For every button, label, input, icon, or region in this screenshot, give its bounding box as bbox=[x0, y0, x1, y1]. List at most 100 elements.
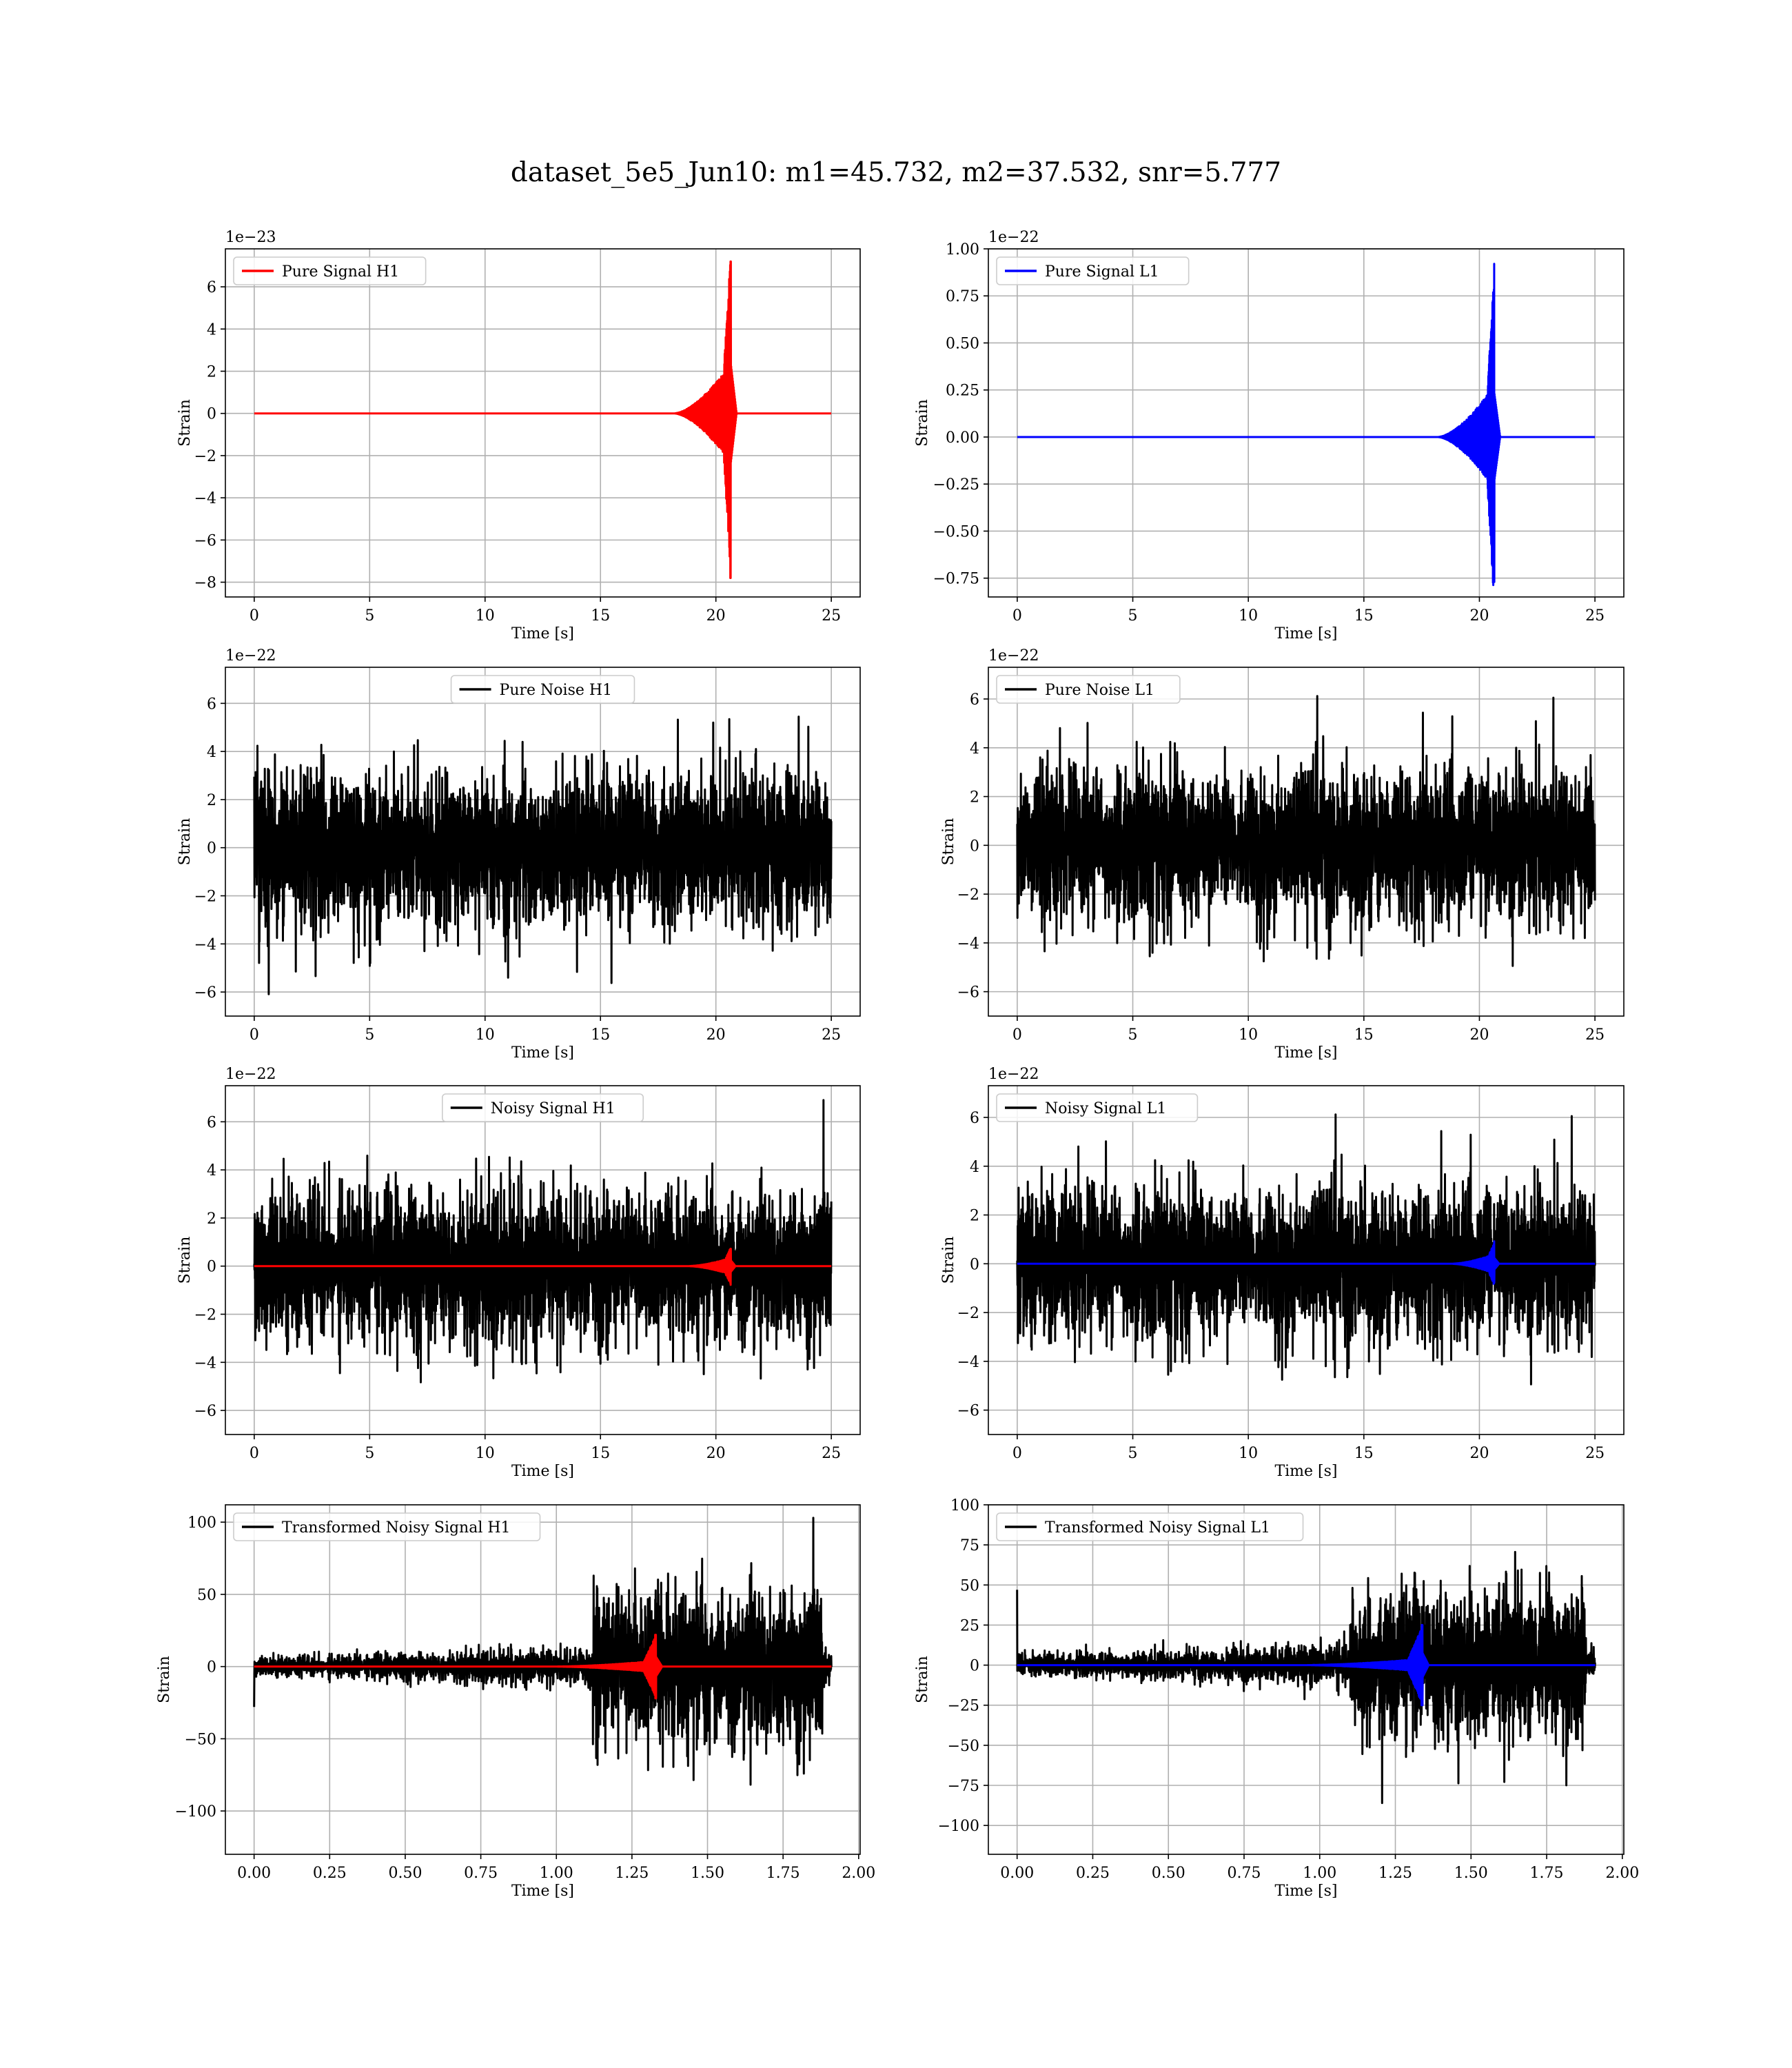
figure-title: dataset_5e5_Jun10: m1=45.732, m2=37.532,… bbox=[510, 157, 1282, 188]
legend: Pure Noise H1 bbox=[450, 675, 635, 704]
legend-box bbox=[996, 1512, 1304, 1541]
legend: Noisy Signal L1 bbox=[996, 1093, 1199, 1122]
signal-trace bbox=[253, 260, 833, 579]
x-tick-label: 25 bbox=[1585, 607, 1605, 625]
axes-frame bbox=[988, 248, 1625, 598]
x-axis-label: Time [s] bbox=[511, 1463, 574, 1480]
x-tick-label: 0 bbox=[250, 607, 259, 625]
y-tick-label: 0.25 bbox=[946, 383, 979, 400]
panel-2: 0 5 10 15 20 25 −0.75 −0.50 −0.25 0.00 0.25 0.50 0.7… bbox=[914, 229, 1625, 642]
legend-label: Noisy Signal L1 bbox=[1045, 1100, 1166, 1117]
x-tick-label: 0 bbox=[1012, 1026, 1022, 1044]
noise-trace bbox=[1016, 695, 1596, 967]
legend: Noisy Signal H1 bbox=[441, 1093, 644, 1122]
y-tick-label: −6 bbox=[194, 984, 216, 1002]
panel-7: 0.00 0.25 0.50 0.75 1.00 1.25 1.50 1.75 2.00 −100… bbox=[156, 1504, 875, 1900]
series-group bbox=[253, 716, 833, 995]
x-tick-label: 1.25 bbox=[615, 1865, 649, 1882]
y-tick-label: 50 bbox=[197, 1587, 216, 1604]
y-tick-label: 1.00 bbox=[946, 241, 979, 258]
y-tick-label: 75 bbox=[960, 1537, 979, 1554]
x-tick-label: 20 bbox=[706, 1026, 726, 1044]
y-tick-label: −0.75 bbox=[933, 571, 979, 588]
x-tick-label: 25 bbox=[822, 607, 841, 625]
x-tick-label: 0.75 bbox=[1228, 1865, 1261, 1882]
x-tick-label: 5 bbox=[1128, 1026, 1138, 1044]
y-tick-label: 4 bbox=[970, 1159, 979, 1176]
y-tick-label: 4 bbox=[207, 744, 216, 761]
y-tick-label: −0.25 bbox=[933, 476, 979, 494]
y-tick-label: 2 bbox=[970, 1208, 979, 1225]
x-axis-label: Time [s] bbox=[1274, 1883, 1337, 1900]
y-tick-label: 4 bbox=[207, 1162, 216, 1179]
y-axis-label: Strain bbox=[914, 1656, 931, 1703]
y-tick-label: −50 bbox=[948, 1738, 979, 1755]
y-axis-label: Strain bbox=[156, 1656, 173, 1703]
x-tick-label: 10 bbox=[476, 607, 495, 625]
legend-label: Pure Noise H1 bbox=[500, 682, 613, 699]
x-tick-label: 1.00 bbox=[1303, 1865, 1336, 1882]
series-group bbox=[1016, 1550, 1596, 1805]
signal-trace bbox=[253, 1248, 833, 1286]
x-tick-label: 0.00 bbox=[237, 1865, 271, 1882]
y-tick-label: 0 bbox=[970, 838, 979, 855]
x-tick-label: 0 bbox=[1012, 607, 1022, 625]
legend-label: Pure Noise L1 bbox=[1045, 682, 1154, 699]
axes-frame bbox=[988, 1085, 1625, 1435]
x-tick-label: 10 bbox=[1239, 1445, 1258, 1462]
y-axis-label: Strain bbox=[940, 818, 957, 866]
y-tick-label: 6 bbox=[207, 279, 216, 296]
x-tick-label: 0.75 bbox=[464, 1865, 498, 1882]
x-axis-label: Time [s] bbox=[511, 1044, 574, 1062]
x-tick-label: 5 bbox=[1128, 607, 1138, 625]
x-tick-label: 0.50 bbox=[1152, 1865, 1185, 1882]
y-tick-label: 0 bbox=[970, 1658, 979, 1675]
legend-box bbox=[996, 256, 1190, 285]
x-tick-label: 0 bbox=[250, 1026, 259, 1044]
legend: Transformed Noisy Signal L1 bbox=[996, 1512, 1304, 1541]
legend-box bbox=[233, 256, 427, 285]
y-tick-label: 4 bbox=[207, 321, 216, 338]
series-group bbox=[253, 1517, 833, 1786]
axes-frame bbox=[225, 1085, 861, 1435]
x-tick-label: 0.25 bbox=[313, 1865, 347, 1882]
x-tick-label: 15 bbox=[591, 1026, 610, 1044]
x-tick-label: 1.25 bbox=[1378, 1865, 1412, 1882]
y-tick-label: −4 bbox=[194, 936, 216, 953]
panel-4: 0 5 10 15 20 25 −6 −4 −2 0 2 4 6 Time [s] Strain 1e−22 P… bbox=[940, 647, 1625, 1062]
x-tick-label: 0 bbox=[250, 1445, 259, 1462]
y-tick-label: −100 bbox=[175, 1803, 216, 1821]
noise-trace bbox=[253, 1099, 833, 1383]
legend-label: Noisy Signal H1 bbox=[491, 1100, 615, 1117]
legend: Pure Signal L1 bbox=[996, 256, 1190, 285]
x-tick-label: 0 bbox=[1012, 1445, 1022, 1462]
noise-trace bbox=[1016, 1113, 1596, 1386]
series-group bbox=[1016, 695, 1596, 967]
series-group bbox=[253, 1099, 833, 1383]
axes-frame bbox=[988, 1504, 1625, 1855]
transformed-noise-trace bbox=[1016, 1550, 1596, 1805]
panel-5: 0 5 10 15 20 25 −6 −4 −2 0 2 4 6 Time [s] Strain 1e−22 N… bbox=[176, 1066, 861, 1480]
x-tick-label: 25 bbox=[1585, 1445, 1605, 1462]
offset-text: 1e−22 bbox=[988, 229, 1039, 246]
panel-6: 0 5 10 15 20 25 −6 −4 −2 0 2 4 6 Time [s] Strain 1e−22 N… bbox=[940, 1066, 1625, 1480]
legend-box bbox=[441, 1093, 644, 1122]
y-tick-label: 6 bbox=[970, 691, 979, 709]
signal-trace bbox=[1016, 1623, 1596, 1707]
y-tick-label: −100 bbox=[938, 1818, 979, 1835]
y-tick-label: 6 bbox=[207, 1114, 216, 1131]
y-tick-label: −6 bbox=[194, 1403, 216, 1420]
axes-frame bbox=[225, 667, 861, 1017]
x-tick-label: 1.75 bbox=[766, 1865, 800, 1882]
transformed-noise-trace bbox=[253, 1517, 833, 1786]
y-tick-label: 0 bbox=[207, 1259, 216, 1276]
y-tick-label: 0 bbox=[207, 406, 216, 423]
x-tick-label: 10 bbox=[1239, 607, 1258, 625]
y-tick-label: −2 bbox=[194, 1307, 216, 1324]
y-axis-label: Strain bbox=[176, 1237, 194, 1284]
y-axis-label: Strain bbox=[176, 399, 194, 447]
y-axis-label: Strain bbox=[914, 399, 931, 447]
y-tick-label: 4 bbox=[970, 740, 979, 758]
signal-trace bbox=[1016, 1240, 1596, 1285]
